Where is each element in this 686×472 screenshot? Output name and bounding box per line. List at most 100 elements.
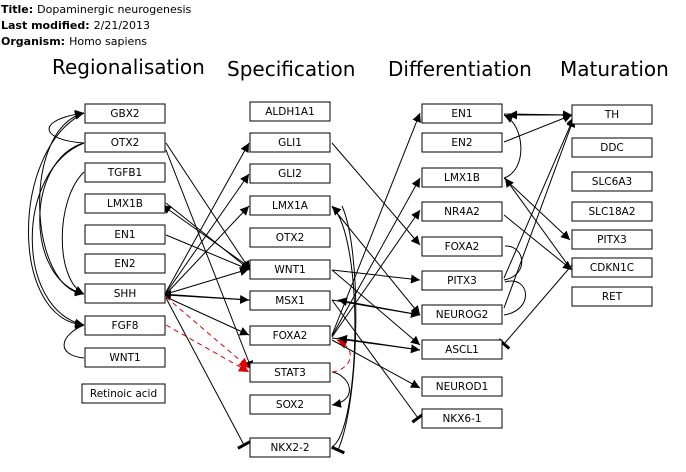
edge-ascl1-foxa2 [337,334,421,351]
node-nkx2-2-label: NKX2-2 [270,442,309,454]
node-otx2-regionalisation[interactable]: OTX2 [84,132,166,153]
node-th-label: TH [604,109,619,121]
node-gli2[interactable]: GLI2 [249,163,331,184]
node-lmx1a-label: LMX1A [272,200,309,212]
edge-neurog2-th [503,117,576,309]
edge-en2-th [503,114,573,143]
node-fgf8-label: FGF8 [112,320,139,332]
node-ddc-label: DDC [600,142,624,154]
node-gbx2-label: GBX2 [110,108,139,120]
node-neurod1-label: NEUROD1 [436,381,489,393]
node-nkx2-2[interactable]: NKX2-2 [249,437,331,458]
gene-nodes: GBX2 OTX2 TGFB1 LMX1B EN1 EN2 SHH FGF8 W… [81,101,653,458]
node-slc18a2[interactable]: SLC18A2 [571,201,653,222]
node-sox2[interactable]: SOX2 [249,394,331,415]
node-lmx1b-differentiation[interactable]: LMX1B [421,167,503,188]
edge-stat3-sox2 [331,371,350,408]
node-gli1-label: GLI1 [278,137,302,149]
edge-neurog2-pitx3 [503,280,526,316]
node-ddc[interactable]: DDC [571,137,653,158]
edge-tgfb1-shh [61,171,85,295]
edge-gli1-foxa2 [331,142,421,246]
node-en2-regionalisation[interactable]: EN2 [84,253,166,274]
node-aldh1a1[interactable]: ALDH1A1 [249,101,331,122]
node-neurod1[interactable]: NEUROD1 [421,376,503,397]
edge-otx2-wnt1 [165,142,251,271]
node-shh-label: SHH [114,288,136,300]
edge-pitx3-foxa2 [503,245,523,281]
node-cdkn1c[interactable]: CDKN1C [571,257,653,278]
node-en1-regionalisation-label: EN1 [114,229,135,241]
edge-shh-gbx2 [39,110,85,295]
node-foxa2-differentiation[interactable]: FOXA2 [421,236,503,257]
title-row: Title: Dopaminergic neurogenesis [1,2,191,18]
node-lmx1a[interactable]: LMX1A [249,195,331,216]
node-foxa2-specification[interactable]: FOXA2 [249,325,331,346]
edge-otx2-gbx2 [48,109,85,144]
edge-msx1-nkx61 [331,299,425,424]
node-pitx3-differentiation[interactable]: PITX3 [421,270,503,291]
edge-shh-gli1 [165,142,250,293]
edge-neurog2-msx1 [337,297,421,316]
edge-shh-lmx1a [165,205,250,295]
node-neurog2[interactable]: NEUROG2 [421,304,503,325]
edge-lmx1b-pitx3 [503,177,571,241]
node-shh[interactable]: SHH [84,283,166,304]
node-nkx6-1-label: NKX6-1 [442,413,481,425]
node-en1-differentiation[interactable]: EN1 [421,103,503,124]
edge-shh-nkx22 [165,297,251,450]
node-pitx3-maturation[interactable]: PITX3 [571,229,653,250]
node-ascl1[interactable]: ASCL1 [421,339,503,360]
node-nkx6-1[interactable]: NKX6-1 [421,408,503,429]
node-lmx1b-regionalisation[interactable]: LMX1B [84,193,166,214]
node-tgfb1-label: TGFB1 [107,167,142,179]
node-retinoic-acid[interactable]: Retinoic acid [81,383,166,404]
node-stat3[interactable]: STAT3 [249,362,331,383]
node-tgfb1[interactable]: TGFB1 [84,162,166,183]
node-msx1-label: MSX1 [275,295,305,307]
node-ret-label: RET [602,291,623,303]
edge-lmx1a-neurog2 [331,206,421,316]
edge-gbx2-fgf8 [28,112,85,329]
edge-cdkn1c-ascl1 [497,264,573,350]
organism-label: Organism: [1,35,66,48]
title-label: Title: [1,3,34,16]
node-ascl1-label: ASCL1 [445,344,479,356]
node-en1-regionalisation[interactable]: EN1 [84,224,166,245]
header-differentiation: Differentiation [388,57,532,81]
edge-wnt1-fgf8 [63,324,85,359]
node-msx1[interactable]: MSX1 [249,290,331,311]
node-en2-differentiation[interactable]: EN2 [421,132,503,153]
edge-shh-stat3 [165,296,250,369]
node-wnt1-specification[interactable]: WNT1 [249,259,331,280]
edge-msx1-shh [161,290,251,301]
node-en2-regionalisation-label: EN2 [114,258,135,270]
node-en2-differentiation-label: EN2 [451,137,472,149]
edge-shh-wnt1 [165,267,250,295]
node-lmx1b-differentiation-label: LMX1B [444,172,480,184]
edge-lmx1b-en1 [503,114,522,179]
node-th[interactable]: TH [571,104,653,125]
node-slc18a2-label: SLC18A2 [588,206,635,218]
node-nr4a2-label: NR4A2 [444,206,480,218]
title-value: Dopaminergic neurogenesis [37,3,192,16]
edge-wnt1-pitx3 [331,269,421,284]
node-slc6a3-label: SLC6A3 [592,176,632,188]
node-slc6a3[interactable]: SLC6A3 [571,171,653,192]
edge-lmx1b-wnt1 [165,202,251,271]
node-nr4a2[interactable]: NR4A2 [421,201,503,222]
edge-nr4a2-cdkn1c [503,214,573,271]
node-otx2-specification[interactable]: OTX2 [249,227,331,248]
edge-nkx22-lmx1a [331,205,356,448]
node-en1-differentiation-label: EN1 [451,108,472,120]
node-gbx2[interactable]: GBX2 [84,103,166,124]
node-wnt1-regionalisation[interactable]: WNT1 [84,347,166,368]
last-modified-label: Last modified: [1,19,90,32]
node-gli1[interactable]: GLI1 [249,132,331,153]
node-aldh1a1-label: ALDH1A1 [265,106,315,118]
node-cdkn1c-label: CDKN1C [590,262,634,274]
node-fgf8[interactable]: FGF8 [84,315,166,336]
node-ret[interactable]: RET [571,286,653,307]
edge-en1-wnt1 [165,234,251,271]
